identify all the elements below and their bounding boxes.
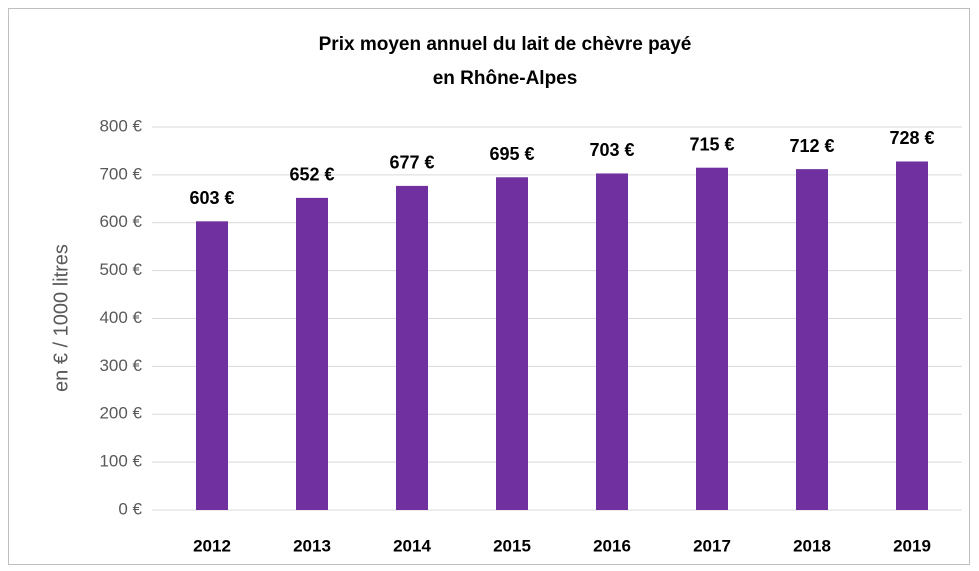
y-tick-label: 800 €	[99, 116, 142, 135]
y-axis-label: en € / 1000 litres	[50, 244, 72, 392]
data-label: 712 €	[789, 136, 834, 156]
x-tick-label: 2013	[293, 536, 331, 555]
data-label: 695 €	[489, 144, 534, 164]
x-tick-label: 2016	[593, 536, 631, 555]
bar	[796, 169, 828, 510]
chart-title: Prix moyen annuel du lait de chèvre payé	[319, 34, 692, 55]
data-label: 603 €	[189, 188, 234, 208]
x-tick-label: 2018	[793, 536, 831, 555]
y-tick-label: 300 €	[99, 356, 142, 375]
bar	[696, 167, 728, 510]
y-tick-label: 0 €	[118, 499, 142, 518]
y-tick-label: 700 €	[99, 164, 142, 183]
bar	[896, 161, 928, 510]
x-tick-label: 2019	[893, 536, 931, 555]
bar	[396, 185, 428, 511]
data-label: 703 €	[589, 140, 634, 160]
bar	[596, 173, 628, 510]
x-tick-label: 2014	[393, 536, 431, 555]
x-tick-label: 2012	[193, 536, 231, 555]
bar	[496, 177, 528, 511]
chart-title: en Rhône-Alpes	[433, 68, 578, 89]
y-tick-label: 100 €	[99, 452, 142, 471]
bar	[196, 221, 228, 510]
y-tick-label: 600 €	[99, 212, 142, 231]
y-tick-label: 500 €	[99, 260, 142, 279]
data-label: 652 €	[289, 165, 334, 185]
bar	[296, 197, 328, 511]
x-tick-label: 2015	[493, 536, 531, 555]
y-tick-label: 200 €	[99, 404, 142, 423]
x-tick-label: 2017	[693, 536, 731, 555]
data-label: 715 €	[689, 134, 734, 154]
data-label: 677 €	[389, 153, 434, 173]
y-tick-label: 400 €	[99, 308, 142, 327]
data-label: 728 €	[889, 128, 934, 148]
